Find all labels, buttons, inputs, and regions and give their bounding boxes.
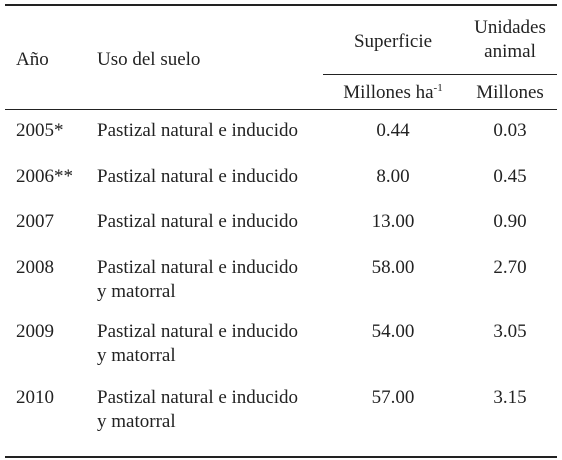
unit-superscript: -1 xyxy=(433,82,443,94)
area-cell: 58.00 xyxy=(371,257,415,278)
use-cell: Pastizal natural e inducido xyxy=(97,166,299,187)
group-rule xyxy=(323,74,557,75)
header-rule xyxy=(5,109,557,110)
use-cell: y matorral xyxy=(97,345,176,366)
header-year: Año xyxy=(16,49,49,70)
year-cell: 2010 xyxy=(16,387,54,408)
header-units: Unidades xyxy=(474,17,546,38)
use-cell: Pastizal natural e inducido xyxy=(97,387,299,408)
header-use: Uso del suelo xyxy=(97,49,201,70)
area-cell: 57.00 xyxy=(371,387,415,408)
top-rule xyxy=(5,4,557,6)
area-cell: 8.00 xyxy=(376,166,410,187)
units-cell: 2.70 xyxy=(493,257,527,278)
units-cell: 0.90 xyxy=(493,211,527,232)
use-cell: Pastizal natural e inducido xyxy=(97,257,299,278)
units-cell: 3.15 xyxy=(493,387,527,408)
year-cell: 2009 xyxy=(16,321,54,342)
area-cell: 54.00 xyxy=(371,321,415,342)
use-cell: y matorral xyxy=(97,281,176,302)
unit-text: Millones ha xyxy=(343,82,434,103)
units-cell: 3.05 xyxy=(493,321,527,342)
use-cell: Pastizal natural e inducido xyxy=(97,321,299,342)
units-cell: 0.45 xyxy=(493,166,527,187)
year-cell: 2007 xyxy=(16,211,54,232)
header-units: animal xyxy=(484,41,536,62)
bottom-rule xyxy=(5,456,557,458)
use-cell: Pastizal natural e inducido xyxy=(97,120,299,141)
header-area-unit: Millones ha-1 xyxy=(343,82,442,104)
year-cell: 2008 xyxy=(16,257,54,278)
area-cell: 13.00 xyxy=(371,211,415,232)
header-units-unit: Millones xyxy=(476,82,544,103)
use-cell: Pastizal natural e inducido xyxy=(97,211,299,232)
year-cell: 2006** xyxy=(16,166,73,187)
header-area: Superficie xyxy=(353,31,433,52)
units-cell: 0.03 xyxy=(493,120,527,141)
year-cell: 2005* xyxy=(16,120,64,141)
use-cell: y matorral xyxy=(97,411,176,432)
area-cell: 0.44 xyxy=(376,120,410,141)
